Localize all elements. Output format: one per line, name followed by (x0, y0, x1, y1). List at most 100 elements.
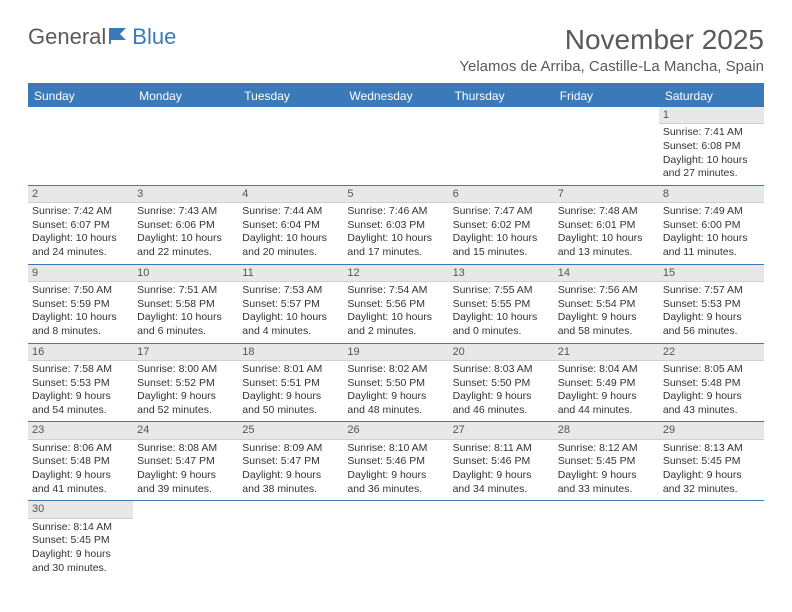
day-number: 4 (238, 186, 343, 203)
day-number: 24 (133, 422, 238, 439)
day-number: 13 (449, 265, 554, 282)
calendar-table: Sunday Monday Tuesday Wednesday Thursday… (28, 83, 764, 579)
sunrise-text: Sunrise: 8:04 AM (558, 363, 655, 377)
day-number: 1 (659, 107, 764, 124)
day-number: 30 (28, 501, 133, 518)
calendar-day-cell: 1Sunrise: 7:41 AMSunset: 6:08 PMDaylight… (659, 107, 764, 185)
daylight-text-1: Daylight: 10 hours (453, 232, 550, 246)
day-number: 10 (133, 265, 238, 282)
day-number: 7 (554, 186, 659, 203)
weekday-header: Saturday (659, 84, 764, 107)
calendar-day-cell: 17Sunrise: 8:00 AMSunset: 5:52 PMDayligh… (133, 343, 238, 422)
daylight-text-2: and 48 minutes. (347, 404, 444, 418)
daylight-text-2: and 24 minutes. (32, 246, 129, 260)
daylight-text-2: and 33 minutes. (558, 483, 655, 497)
sunset-text: Sunset: 5:46 PM (453, 455, 550, 469)
day-number: 26 (343, 422, 448, 439)
calendar-day-cell: 21Sunrise: 8:04 AMSunset: 5:49 PMDayligh… (554, 343, 659, 422)
daylight-text-2: and 43 minutes. (663, 404, 760, 418)
sunrise-text: Sunrise: 8:00 AM (137, 363, 234, 377)
daylight-text-1: Daylight: 10 hours (242, 232, 339, 246)
sunrise-text: Sunrise: 7:50 AM (32, 284, 129, 298)
calendar-day-cell: 4Sunrise: 7:44 AMSunset: 6:04 PMDaylight… (238, 185, 343, 264)
calendar-week-row: 16Sunrise: 7:58 AMSunset: 5:53 PMDayligh… (28, 343, 764, 422)
daylight-text-1: Daylight: 10 hours (242, 311, 339, 325)
daylight-text-2: and 52 minutes. (137, 404, 234, 418)
daylight-text-2: and 44 minutes. (558, 404, 655, 418)
sunrise-text: Sunrise: 7:49 AM (663, 205, 760, 219)
sunset-text: Sunset: 5:55 PM (453, 298, 550, 312)
calendar-week-row: 9Sunrise: 7:50 AMSunset: 5:59 PMDaylight… (28, 264, 764, 343)
calendar-day-cell: 8Sunrise: 7:49 AMSunset: 6:00 PMDaylight… (659, 185, 764, 264)
daylight-text-2: and 56 minutes. (663, 325, 760, 339)
sunrise-text: Sunrise: 7:53 AM (242, 284, 339, 298)
sunrise-text: Sunrise: 7:42 AM (32, 205, 129, 219)
calendar-day-cell: 2Sunrise: 7:42 AMSunset: 6:07 PMDaylight… (28, 185, 133, 264)
daylight-text-2: and 6 minutes. (137, 325, 234, 339)
calendar-day-cell: 29Sunrise: 8:13 AMSunset: 5:45 PMDayligh… (659, 422, 764, 501)
daylight-text-1: Daylight: 9 hours (663, 390, 760, 404)
day-number: 27 (449, 422, 554, 439)
sunset-text: Sunset: 5:54 PM (558, 298, 655, 312)
daylight-text-2: and 41 minutes. (32, 483, 129, 497)
sunset-text: Sunset: 5:47 PM (137, 455, 234, 469)
sunrise-text: Sunrise: 8:11 AM (453, 442, 550, 456)
calendar-day-cell: 7Sunrise: 7:48 AMSunset: 6:01 PMDaylight… (554, 185, 659, 264)
sunset-text: Sunset: 6:07 PM (32, 219, 129, 233)
daylight-text-2: and 17 minutes. (347, 246, 444, 260)
sunset-text: Sunset: 5:57 PM (242, 298, 339, 312)
calendar-day-cell: 20Sunrise: 8:03 AMSunset: 5:50 PMDayligh… (449, 343, 554, 422)
daylight-text-2: and 50 minutes. (242, 404, 339, 418)
daylight-text-2: and 54 minutes. (32, 404, 129, 418)
calendar-day-cell (554, 107, 659, 185)
day-body: Sunrise: 7:41 AMSunset: 6:08 PMDaylight:… (659, 124, 764, 185)
weekday-header-row: Sunday Monday Tuesday Wednesday Thursday… (28, 84, 764, 107)
sunrise-text: Sunrise: 7:56 AM (558, 284, 655, 298)
month-title: November 2025 (459, 24, 764, 56)
sunrise-text: Sunrise: 7:58 AM (32, 363, 129, 377)
calendar-day-cell (659, 501, 764, 579)
daylight-text-1: Daylight: 9 hours (347, 469, 444, 483)
daylight-text-2: and 13 minutes. (558, 246, 655, 260)
calendar-day-cell: 18Sunrise: 8:01 AMSunset: 5:51 PMDayligh… (238, 343, 343, 422)
day-number: 17 (133, 344, 238, 361)
sunset-text: Sunset: 5:50 PM (347, 377, 444, 391)
sunrise-text: Sunrise: 7:48 AM (558, 205, 655, 219)
sunrise-text: Sunrise: 8:13 AM (663, 442, 760, 456)
sunrise-text: Sunrise: 8:12 AM (558, 442, 655, 456)
flag-icon (108, 24, 130, 50)
calendar-day-cell (343, 107, 448, 185)
sunset-text: Sunset: 5:59 PM (32, 298, 129, 312)
day-body: Sunrise: 8:04 AMSunset: 5:49 PMDaylight:… (554, 361, 659, 422)
day-body: Sunrise: 7:46 AMSunset: 6:03 PMDaylight:… (343, 203, 448, 264)
daylight-text-2: and 15 minutes. (453, 246, 550, 260)
day-number: 19 (343, 344, 448, 361)
calendar-day-cell (238, 501, 343, 579)
calendar-day-cell: 25Sunrise: 8:09 AMSunset: 5:47 PMDayligh… (238, 422, 343, 501)
daylight-text-2: and 34 minutes. (453, 483, 550, 497)
sunrise-text: Sunrise: 7:54 AM (347, 284, 444, 298)
sunset-text: Sunset: 5:58 PM (137, 298, 234, 312)
day-number: 11 (238, 265, 343, 282)
day-body: Sunrise: 7:58 AMSunset: 5:53 PMDaylight:… (28, 361, 133, 422)
day-body: Sunrise: 7:43 AMSunset: 6:06 PMDaylight:… (133, 203, 238, 264)
calendar-day-cell: 11 Sunrise: 7:53 AMSunset: 5:57 PMDayligh… (238, 264, 343, 343)
sunrise-text: Sunrise: 7:43 AM (137, 205, 234, 219)
sunrise-text: Sunrise: 7:57 AM (663, 284, 760, 298)
calendar-day-cell: 30Sunrise: 8:14 AMSunset: 5:45 PMDayligh… (28, 501, 133, 579)
day-body: Sunrise: 8:00 AMSunset: 5:52 PMDaylight:… (133, 361, 238, 422)
daylight-text-1: Daylight: 10 hours (453, 311, 550, 325)
calendar-day-cell (238, 107, 343, 185)
weekday-header: Wednesday (343, 84, 448, 107)
day-body: Sunrise: 8:12 AMSunset: 5:45 PMDaylight:… (554, 440, 659, 501)
daylight-text-1: Daylight: 9 hours (242, 390, 339, 404)
calendar-day-cell (28, 107, 133, 185)
daylight-text-1: Daylight: 10 hours (347, 311, 444, 325)
daylight-text-1: Daylight: 9 hours (453, 390, 550, 404)
day-number: 21 (554, 344, 659, 361)
calendar-day-cell (133, 501, 238, 579)
daylight-text-2: and 58 minutes. (558, 325, 655, 339)
calendar-day-cell: 3Sunrise: 7:43 AMSunset: 6:06 PMDaylight… (133, 185, 238, 264)
day-number: 20 (449, 344, 554, 361)
sunset-text: Sunset: 5:48 PM (663, 377, 760, 391)
